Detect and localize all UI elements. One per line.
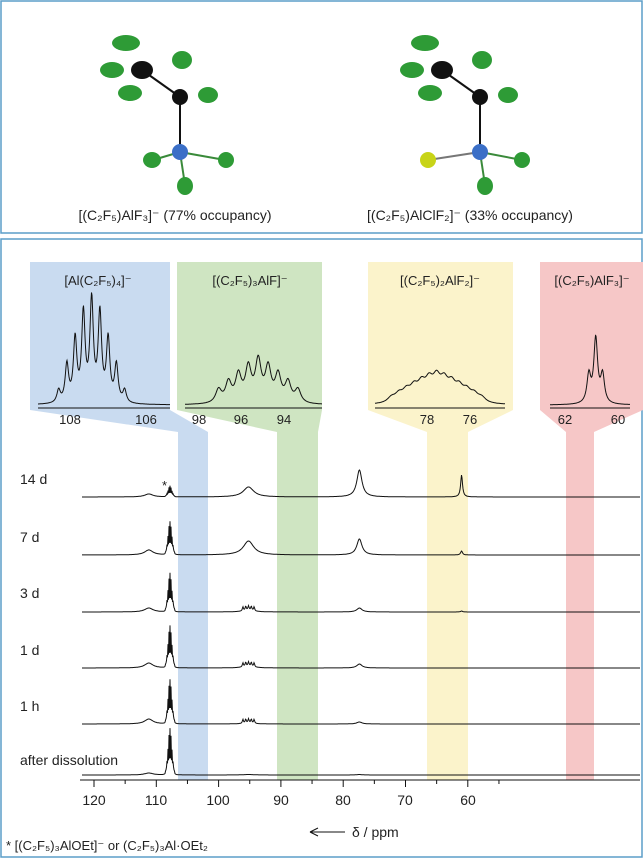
molecule-2 <box>400 35 530 195</box>
x-tick-label: 60 <box>460 792 476 808</box>
x-tick-label: 80 <box>335 792 351 808</box>
spectrum-trace <box>82 521 640 555</box>
inset-tick: 76 <box>463 412 477 427</box>
highlight-bands <box>30 262 643 780</box>
figure: [(C₂F₅)AlF₃]⁻ (77% occupancy) [(C₂F₅)AlC… <box>0 0 643 859</box>
structure-label: [(C₂F₅)AlClF₂]⁻ (33% occupancy) <box>367 207 573 223</box>
top-frame <box>1 1 642 233</box>
structure-label: [(C₂F₅)AlF₃]⁻ (77% occupancy) <box>79 207 272 223</box>
spectrum-trace <box>82 679 640 724</box>
x-tick-label: 100 <box>206 792 230 808</box>
inset-tick: 98 <box>192 412 206 427</box>
trace-label: 1 d <box>20 642 39 658</box>
inset-title: [(C₂F₅)₂AlF₂]⁻ <box>400 273 480 288</box>
x-tick-label: 70 <box>397 792 413 808</box>
spectrum-trace <box>82 728 640 775</box>
inset-title: [(C₂F₅)AlF₃]⁻ <box>554 273 629 288</box>
x-tick-label: 90 <box>273 792 289 808</box>
footnote: * [(C₂F₅)₃AlOEt]⁻ or (C₂F₅)₃Al·OEt₂ <box>6 838 208 853</box>
x-tick-label: 110 <box>145 792 168 808</box>
inset-tick: 60 <box>611 412 625 427</box>
trace-label: 14 d <box>20 471 47 487</box>
asterisk: * <box>162 478 167 493</box>
trace-label: after dissolution <box>20 752 118 768</box>
inset-tick: 62 <box>558 412 572 427</box>
inset-tick: 106 <box>135 412 157 427</box>
inset-tick: 96 <box>234 412 248 427</box>
inset-tick: 108 <box>59 412 81 427</box>
inset-title: [Al(C₂F₅)₄]⁻ <box>64 273 131 288</box>
inset-title: [(C₂F₅)₃AlF]⁻ <box>212 273 287 288</box>
x-tick-label: 120 <box>82 792 106 808</box>
spectrum-trace <box>82 625 640 668</box>
trace-label: 7 d <box>20 529 39 545</box>
inset-tick: 78 <box>420 412 434 427</box>
trace-label: 1 h <box>20 698 39 714</box>
axis-label: δ / ppm <box>352 824 399 840</box>
trace-label: 3 d <box>20 585 39 601</box>
spectrum-trace <box>82 573 640 612</box>
axis-ticks <box>94 780 499 787</box>
molecule-1 <box>100 35 234 195</box>
inset-tick: 94 <box>277 412 291 427</box>
